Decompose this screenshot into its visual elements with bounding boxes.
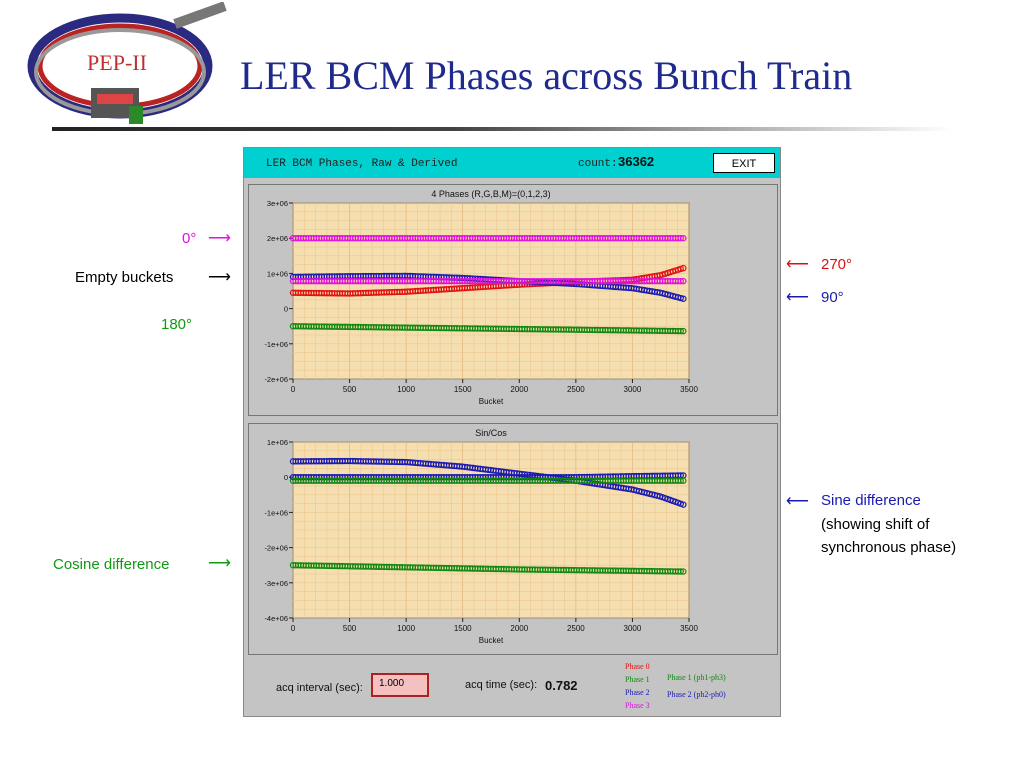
legend-phase-2: Phase 2 — [625, 688, 650, 697]
count-label: count: — [578, 158, 618, 170]
acq-time-label: acq time (sec): — [465, 679, 538, 691]
x-tick-label: 2000 — [510, 385, 528, 394]
y-tick-label: 0 — [284, 473, 288, 482]
x-tick-label: 2500 — [567, 385, 585, 394]
logo-text: PEP-II — [87, 50, 147, 75]
y-tick-label: 2e+06 — [267, 234, 288, 243]
y-tick-label: 1e+06 — [267, 269, 288, 278]
data-point — [677, 277, 684, 285]
chart-title: Sin/Cos — [475, 428, 507, 438]
count-value: 36362 — [618, 154, 655, 169]
x-tick-label: 3500 — [680, 624, 698, 633]
annot-empty-buckets: Empty buckets — [75, 269, 174, 286]
slide-title: LER BCM Phases across Bunch Train — [240, 53, 853, 98]
data-point — [680, 277, 687, 285]
legend-diff-1: Phase 1 (ph1-ph3) — [667, 673, 726, 682]
y-tick-label: -1e+06 — [264, 340, 288, 349]
x-tick-label: 1500 — [454, 385, 472, 394]
acq-interval-label: acq interval (sec): — [276, 682, 363, 694]
app-header-bar: LER BCM Phases, Raw & Derived count: 363… — [244, 148, 780, 178]
x-tick-label: 1500 — [454, 624, 472, 633]
arrow-left-icon: ⟵ — [786, 493, 809, 510]
chart-title: 4 Phases (R,G,B,M)=(0,1,2,3) — [431, 189, 550, 199]
annot-sine-difference: Sine difference — [821, 492, 921, 509]
annot-270-deg: 270° — [821, 256, 853, 273]
title-divider — [52, 127, 952, 131]
x-axis-label: Bucket — [479, 397, 504, 406]
legend-diff-2: Phase 2 (ph2-ph0) — [667, 690, 726, 699]
data-point — [680, 235, 687, 242]
x-axis-label: Bucket — [479, 636, 504, 645]
sincos-chart-panel: Sin/Cos 1e+06 0 -1e+06 -2e+06 -3e+06 -4e+06 0 50… — [248, 423, 778, 655]
arrow-right-icon: ⟶ — [208, 230, 231, 247]
annot-sine-detail-1: (showing shift of — [821, 516, 930, 533]
data-point — [680, 295, 687, 302]
arrow-right-icon: ⟶ — [208, 555, 231, 572]
y-tick-label: 0 — [284, 305, 288, 314]
x-tick-label: 500 — [343, 385, 357, 394]
x-tick-label: 1000 — [397, 385, 415, 394]
annot-cosine-difference: Cosine difference — [53, 556, 170, 573]
x-tick-label: 500 — [343, 624, 357, 633]
legend-phase-1: Phase 1 — [625, 675, 650, 684]
acq-time-value: 0.782 — [545, 678, 578, 693]
x-tick-label: 0 — [291, 385, 296, 394]
app-header-title: LER BCM Phases, Raw & Derived — [266, 158, 458, 170]
x-tick-label: 2500 — [567, 624, 585, 633]
bcm-phases-app-window: LER BCM Phases, Raw & Derived count: 363… — [243, 147, 781, 717]
y-tick-label: -2e+06 — [264, 544, 288, 553]
data-point — [677, 294, 684, 302]
data-point — [680, 568, 687, 575]
y-tick-label: -3e+06 — [264, 579, 288, 588]
arrow-left-icon: ⟵ — [786, 256, 809, 273]
data-point — [680, 327, 687, 335]
annot-sine-detail-2: synchronous phase) — [821, 539, 957, 556]
phases-chart-panel: 4 Phases (R,G,B,M)=(0,1,2,3) 3e+06 2e+06 1e… — [248, 184, 778, 416]
annot-0-deg: 0° — [182, 230, 197, 247]
data-point — [680, 477, 687, 484]
data-point — [680, 264, 687, 272]
y-tick-label: -1e+06 — [264, 508, 288, 517]
x-tick-label: 3000 — [624, 385, 642, 394]
data-point — [677, 235, 684, 242]
annot-180-deg: 180° — [161, 316, 193, 333]
pep-ii-logo: PEP-II — [27, 2, 227, 124]
x-tick-label: 3500 — [680, 385, 698, 394]
legend-phase-3: Phase 3 — [625, 701, 650, 710]
exit-button[interactable]: EXIT — [713, 153, 775, 173]
data-point — [677, 477, 684, 484]
data-point — [677, 568, 684, 575]
phases-chart: 4 Phases (R,G,B,M)=(0,1,2,3) 3e+06 2e+06 1e… — [264, 189, 698, 406]
data-point — [677, 327, 684, 335]
y-tick-label: -4e+06 — [264, 614, 288, 623]
y-tick-label: 1e+06 — [267, 438, 288, 447]
x-tick-label: 3000 — [624, 624, 642, 633]
x-tick-label: 2000 — [510, 624, 528, 633]
x-tick-label: 0 — [291, 624, 296, 633]
y-tick-label: -2e+06 — [264, 375, 288, 384]
legend-phase-0: Phase 0 — [625, 662, 650, 671]
arrow-left-icon: ⟵ — [786, 289, 809, 306]
annot-90-deg: 90° — [821, 289, 844, 306]
arrow-right-icon: ⟶ — [208, 269, 231, 286]
data-point — [680, 501, 687, 508]
y-tick-label: 3e+06 — [267, 199, 288, 208]
acq-interval-input[interactable]: 1.000 — [371, 673, 429, 697]
x-tick-label: 1000 — [397, 624, 415, 633]
